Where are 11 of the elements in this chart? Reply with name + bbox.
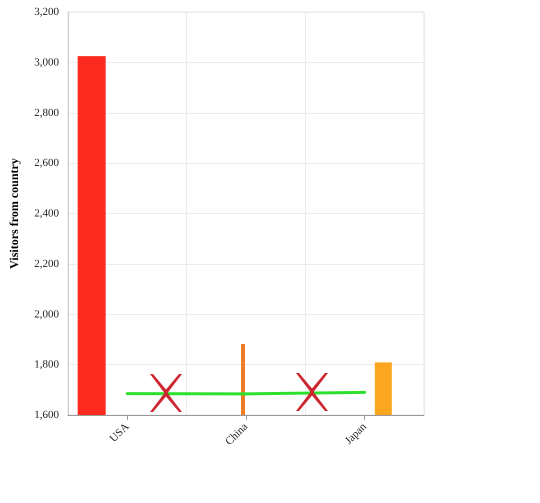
y-tick-label: 1,800 xyxy=(34,358,60,371)
y-tick-label: 3,000 xyxy=(34,56,60,68)
y-tick-label: 2,600 xyxy=(34,157,60,170)
y-tick-label: 2,800 xyxy=(34,106,60,119)
y-tick-label: 3,200 xyxy=(34,6,60,18)
y-tick-label: 2,000 xyxy=(34,308,60,320)
x-tick-label: USA xyxy=(108,420,132,445)
y-tick-label: 2,400 xyxy=(34,208,60,220)
y-tick-label: 2,200 xyxy=(34,258,60,270)
y-tick-label: 1,600 xyxy=(34,409,60,421)
y-axis-title: Visitors from country xyxy=(7,158,21,269)
